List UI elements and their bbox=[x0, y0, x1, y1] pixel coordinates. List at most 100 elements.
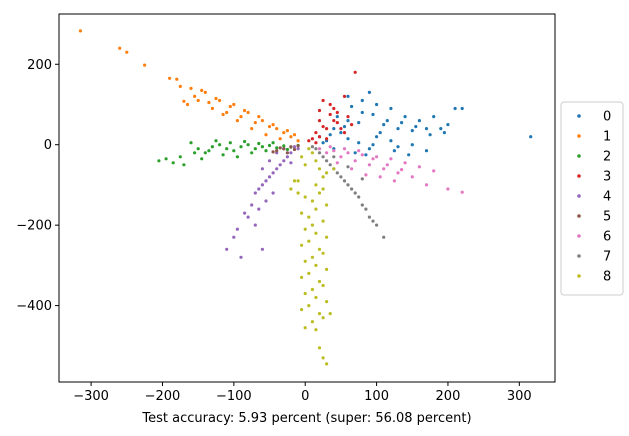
point-series-0-36 bbox=[342, 125, 347, 129]
point-series-8-46 bbox=[300, 308, 304, 312]
point-series-0-6 bbox=[403, 115, 407, 119]
point-series-6-20 bbox=[350, 167, 354, 171]
point-series-2-24 bbox=[214, 139, 218, 143]
x-axis: −300 −200 −100 0 100 200 300 bbox=[73, 382, 532, 404]
point-series-0-19 bbox=[410, 143, 414, 147]
point-series-6-6 bbox=[410, 175, 414, 179]
point-series-8-15 bbox=[314, 263, 318, 267]
point-series-8-44 bbox=[303, 291, 307, 296]
point-series-1-36 bbox=[221, 112, 225, 117]
plot-points bbox=[78, 29, 533, 366]
point-series-6-2 bbox=[353, 159, 357, 163]
point-series-4-4 bbox=[260, 183, 264, 187]
point-series-3-17 bbox=[335, 121, 339, 125]
point-series-8-38 bbox=[300, 243, 304, 247]
point-series-2-26 bbox=[243, 139, 247, 144]
point-series-2-30 bbox=[164, 157, 168, 161]
point-series-8-52 bbox=[332, 167, 336, 171]
point-series-2-12 bbox=[253, 147, 257, 151]
point-series-6-28 bbox=[385, 163, 389, 167]
point-series-3-20 bbox=[342, 131, 347, 135]
point-series-6-9 bbox=[460, 190, 464, 194]
point-series-2-8 bbox=[225, 147, 229, 151]
point-series-7-6 bbox=[360, 203, 364, 207]
point-series-0-3 bbox=[360, 110, 364, 115]
point-series-2-19 bbox=[193, 151, 197, 155]
point-series-8-21 bbox=[317, 312, 322, 316]
point-series-2-0 bbox=[157, 159, 161, 163]
point-series-8-16 bbox=[307, 271, 311, 275]
point-series-4-29 bbox=[289, 161, 293, 165]
point-series-5-2 bbox=[275, 149, 279, 153]
point-series-7-11 bbox=[328, 163, 332, 167]
point-series-3-0 bbox=[317, 135, 322, 139]
point-series-3-15 bbox=[307, 139, 311, 143]
point-series-2-13 bbox=[260, 145, 264, 149]
point-series-1-17 bbox=[225, 110, 229, 115]
point-series-4-15 bbox=[271, 171, 275, 175]
point-series-3-14 bbox=[332, 106, 336, 111]
point-series-1-35 bbox=[250, 127, 254, 131]
point-series-1-1 bbox=[118, 46, 122, 50]
point-series-3-22 bbox=[317, 108, 322, 113]
point-series-4-10 bbox=[239, 255, 243, 259]
point-series-8-25 bbox=[321, 356, 325, 360]
point-series-4-21 bbox=[267, 159, 272, 163]
point-series-0-29 bbox=[424, 127, 429, 131]
x-tick-label-6: 300 bbox=[507, 389, 532, 404]
point-series-8-40 bbox=[303, 259, 307, 263]
point-series-1-27 bbox=[243, 108, 247, 113]
point-series-3-13 bbox=[317, 119, 322, 123]
point-series-6-29 bbox=[400, 168, 404, 172]
point-series-3-10 bbox=[325, 137, 329, 141]
point-series-8-48 bbox=[303, 326, 307, 330]
point-series-4-0 bbox=[289, 151, 293, 155]
point-series-0-47 bbox=[407, 153, 411, 157]
point-series-1-28 bbox=[257, 115, 261, 119]
point-series-0-9 bbox=[446, 123, 450, 127]
point-series-1-5 bbox=[175, 77, 179, 81]
point-series-6-21 bbox=[364, 173, 368, 177]
point-series-1-38 bbox=[193, 94, 197, 98]
point-series-1-30 bbox=[285, 129, 289, 133]
point-series-8-43 bbox=[321, 283, 325, 288]
legend-label-3: 3 bbox=[603, 170, 611, 185]
point-series-6-18 bbox=[432, 169, 436, 173]
point-series-0-12 bbox=[529, 135, 533, 139]
point-series-8-49 bbox=[328, 312, 332, 316]
point-series-4-28 bbox=[292, 145, 297, 149]
point-series-1-34 bbox=[235, 119, 239, 123]
point-series-7-1 bbox=[325, 159, 329, 163]
legend-box bbox=[560, 101, 624, 296]
point-series-0-41 bbox=[414, 125, 418, 129]
point-series-2-10 bbox=[239, 145, 243, 149]
point-series-8-30 bbox=[296, 179, 300, 183]
point-series-4-27 bbox=[257, 207, 261, 211]
legend-label-1: 1 bbox=[603, 130, 611, 145]
point-series-8-11 bbox=[314, 231, 318, 235]
point-series-7-19 bbox=[310, 145, 314, 149]
point-series-4-13 bbox=[285, 155, 289, 159]
point-series-2-9 bbox=[232, 149, 236, 153]
point-series-0-1 bbox=[332, 127, 336, 131]
point-series-6-15 bbox=[389, 157, 393, 161]
point-series-1-22 bbox=[296, 139, 300, 143]
legend-label-0: 0 bbox=[603, 110, 611, 125]
point-series-1-4 bbox=[168, 76, 172, 80]
point-series-8-26 bbox=[325, 362, 329, 366]
point-series-2-3 bbox=[189, 141, 193, 145]
point-series-1-39 bbox=[178, 84, 182, 88]
point-series-3-16 bbox=[321, 125, 325, 129]
point-series-0-31 bbox=[335, 115, 339, 119]
point-series-7-15 bbox=[357, 195, 361, 199]
point-series-3-9 bbox=[310, 137, 314, 141]
point-series-0-18 bbox=[396, 145, 400, 149]
y-tick-label-0: 200 bbox=[27, 58, 52, 73]
point-series-2-28 bbox=[271, 141, 275, 145]
point-series-4-9 bbox=[260, 247, 264, 251]
point-series-0-40 bbox=[400, 121, 404, 125]
point-series-8-7 bbox=[310, 199, 314, 203]
legend-marker-1 bbox=[577, 134, 581, 138]
legend-label-8: 8 bbox=[603, 270, 611, 285]
point-series-8-51 bbox=[289, 187, 293, 191]
